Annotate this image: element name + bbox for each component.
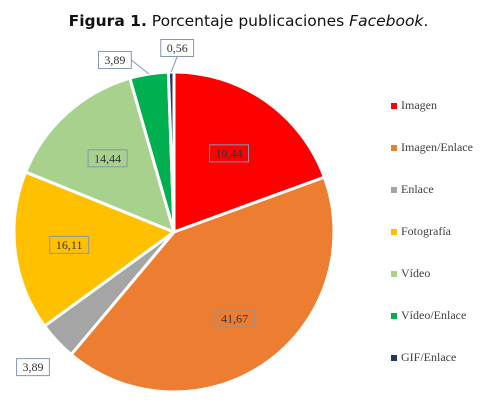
- legend-label-imagen-enlace: Imagen/Enlace: [401, 140, 473, 154]
- title-brand: Facebook: [349, 12, 424, 30]
- legend-label-imagen: Imagen: [401, 98, 437, 112]
- pie-slice-imagen-enlace: [69, 175, 336, 394]
- legend-label-video-enlace: Vídeo/Enlace: [401, 308, 466, 322]
- legend-swatch-enlace: [391, 187, 397, 193]
- data-label-fotografia: 16,11: [56, 238, 83, 252]
- data-label-box-video-enlace: [98, 50, 132, 69]
- legend-swatch-fotografia: [391, 229, 397, 235]
- data-label-box-fotografia: [49, 235, 90, 254]
- legend-label-video: Vídeo: [401, 266, 430, 280]
- data-label-imagen: 19,44: [216, 146, 243, 160]
- leader-line-video-enlace: [131, 59, 150, 75]
- data-label-enlace: 3,89: [22, 360, 43, 374]
- data-label-video: 14,44: [94, 151, 121, 165]
- pie-slices: [12, 70, 336, 394]
- legend-swatch-imagen: [391, 103, 397, 109]
- pie-slice-fotografia: [12, 170, 176, 328]
- data-label-video-enlace: 3,89: [104, 53, 125, 67]
- legend-swatch-gif-enlace: [391, 355, 397, 361]
- data-label-box-imagen-enlace: [214, 309, 255, 328]
- legend-swatch-video: [391, 271, 397, 277]
- pie-slice-gif-enlace: [166, 70, 176, 234]
- chart-title: Figura 1. Porcentaje publicaciones Faceb…: [0, 12, 497, 30]
- data-label-box-video: [87, 149, 128, 168]
- legend: Imagen Imagen/Enlace Enlace Fotografía Vídeo…: [391, 98, 473, 364]
- legend-label-enlace: Enlace: [401, 182, 434, 196]
- figure-number: Figura 1.: [68, 12, 147, 30]
- legend-label-gif-enlace: GIF/Enlace: [401, 350, 456, 364]
- data-label-box-enlace: [16, 358, 50, 377]
- title-end: .: [423, 12, 429, 30]
- legend-label-fotografia: Fotografía: [401, 224, 452, 238]
- pie-slice-video: [24, 76, 176, 234]
- pie-slice-imagen: [172, 70, 326, 234]
- leader-line-gif-enlace: [170, 56, 178, 73]
- legend-swatch-video-enlace: [391, 313, 397, 319]
- data-label-gif-enlace: 0,56: [167, 41, 188, 55]
- data-label-box-imagen: [209, 144, 250, 163]
- data-labels: 19,44 41,67 3,89 16,11 14,44 3,89 0,56: [16, 39, 255, 377]
- title-text: Porcentaje publicaciones: [151, 12, 345, 30]
- legend-swatch-imagen-enlace: [391, 145, 397, 151]
- data-label-imagen-enlace: 41,67: [221, 311, 248, 325]
